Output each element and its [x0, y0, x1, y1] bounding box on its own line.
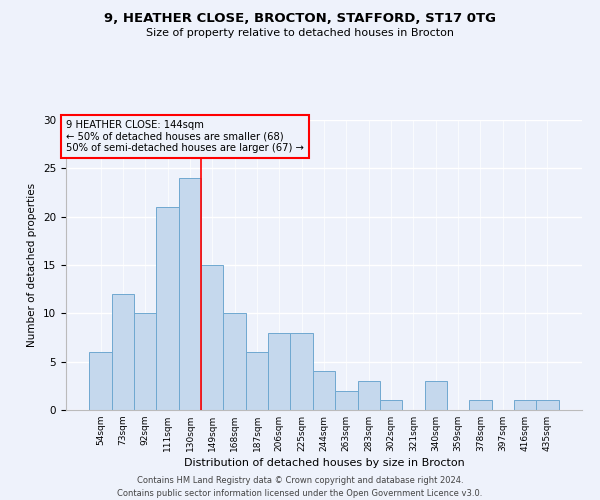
Bar — [514, 400, 536, 410]
Bar — [157, 207, 179, 410]
Bar — [335, 390, 358, 410]
Text: Size of property relative to detached houses in Brocton: Size of property relative to detached ho… — [146, 28, 454, 38]
Text: Contains HM Land Registry data © Crown copyright and database right 2024.: Contains HM Land Registry data © Crown c… — [137, 476, 463, 485]
Bar — [425, 381, 447, 410]
Bar — [134, 314, 157, 410]
Bar — [290, 332, 313, 410]
Bar — [89, 352, 112, 410]
X-axis label: Distribution of detached houses by size in Brocton: Distribution of detached houses by size … — [184, 458, 464, 468]
Text: 9, HEATHER CLOSE, BROCTON, STAFFORD, ST17 0TG: 9, HEATHER CLOSE, BROCTON, STAFFORD, ST1… — [104, 12, 496, 26]
Bar — [469, 400, 491, 410]
Text: 9 HEATHER CLOSE: 144sqm
← 50% of detached houses are smaller (68)
50% of semi-de: 9 HEATHER CLOSE: 144sqm ← 50% of detache… — [66, 120, 304, 153]
Bar — [380, 400, 402, 410]
Bar — [201, 265, 223, 410]
Bar — [179, 178, 201, 410]
Bar — [246, 352, 268, 410]
Bar — [313, 372, 335, 410]
Bar — [536, 400, 559, 410]
Bar — [268, 332, 290, 410]
Bar — [358, 381, 380, 410]
Bar — [112, 294, 134, 410]
Y-axis label: Number of detached properties: Number of detached properties — [28, 183, 37, 347]
Bar — [223, 314, 246, 410]
Text: Contains public sector information licensed under the Open Government Licence v3: Contains public sector information licen… — [118, 489, 482, 498]
